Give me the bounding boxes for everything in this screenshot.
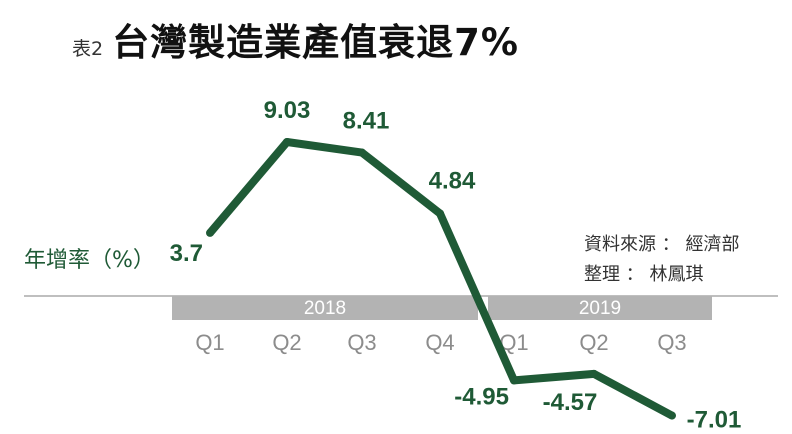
data-label: -4.57 [543,389,598,416]
table-number: 表2 [72,38,104,60]
x-tick-label: Q2 [272,330,301,355]
editor-credit: 整理 ： 林鳳琪 [584,264,704,285]
data-point [436,209,444,218]
year-label: 2018 [304,298,346,319]
x-tick-label: Q3 [347,330,376,355]
y-axis-label: 年增率（%） [24,248,155,273]
title-text: 台灣製造業產值衰退7% [112,21,520,64]
data-point [510,376,518,385]
data-point [283,138,291,146]
data-label: 8.41 [343,108,390,135]
x-tick-label: Q3 [657,330,686,355]
x-tick-label: Q2 [579,330,608,355]
data-point [668,411,676,420]
data-label: -4.95 [454,383,509,410]
data-label: 3.7 [170,240,203,267]
source-credit: 資料來源 ： 經濟部 [584,234,740,255]
year-band [172,296,478,320]
year-band [488,296,712,320]
data-label: -7.01 [687,407,742,434]
data-point [206,228,214,237]
year-label: 2019 [579,298,621,319]
x-tick-label: Q1 [195,330,224,355]
data-point [358,148,366,157]
x-tick-label: Q4 [425,330,454,355]
data-label: 9.03 [264,97,311,124]
chart-title: 表2 台灣製造業產值衰退7% [72,12,519,66]
data-label: 4.84 [429,168,476,195]
data-point [590,369,598,378]
